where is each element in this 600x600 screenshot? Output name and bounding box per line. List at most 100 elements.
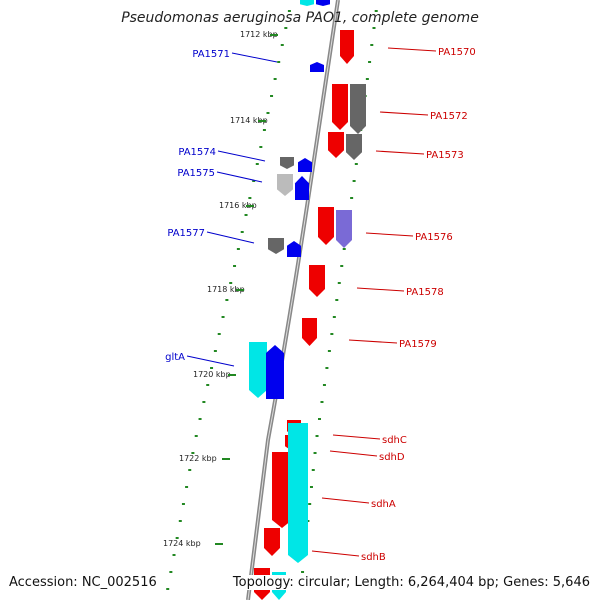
- tick-mark: [273, 78, 277, 80]
- gene-sdhb: [264, 528, 280, 556]
- tick-mark: [335, 299, 339, 301]
- tick-mark: [178, 520, 182, 522]
- tick-mark: [169, 571, 173, 573]
- gene-sdh-operon: [288, 423, 308, 563]
- gene-glta: [266, 345, 284, 399]
- gene-pa1572-red: [332, 84, 348, 130]
- tick-mark: [233, 265, 237, 267]
- genome-summary-text: Topology: circular; Length: 6,264,404 bp…: [230, 575, 592, 590]
- tick-mark: [354, 163, 358, 165]
- kbp-label: 1712 kbp: [240, 30, 278, 39]
- gene-label-sdhd: sdhD: [379, 452, 405, 463]
- tick-mark: [175, 537, 179, 539]
- gene-feature: [316, 0, 330, 6]
- tick-mark: [308, 503, 312, 505]
- kbp-label: 1724 kbp: [163, 539, 201, 548]
- kbp-tick: [270, 34, 278, 36]
- kbp-label: 1716 kbp: [219, 201, 257, 210]
- gene-label-pa1572: PA1572: [430, 111, 468, 122]
- gene-label-pa1577: PA1577: [167, 228, 205, 239]
- gene-label-leader: [321, 497, 370, 504]
- tick-mark: [370, 44, 374, 46]
- tick-mark: [185, 486, 189, 488]
- tick-mark: [332, 316, 336, 318]
- tick-mark: [325, 367, 329, 369]
- gene-label-pa1576: PA1576: [415, 232, 453, 243]
- gene-label-sdha: sdhA: [371, 499, 396, 510]
- gene-label-glta: gltA: [165, 352, 185, 363]
- gene-label-leader: [217, 150, 266, 162]
- gene-pa1577-grey: [268, 238, 284, 254]
- tick-mark: [248, 197, 252, 199]
- gene-glta-cyan: [249, 342, 267, 398]
- kbp-tick: [215, 543, 223, 545]
- gene-label-pa1575: PA1575: [177, 168, 215, 179]
- tick-mark: [372, 27, 376, 29]
- tick-mark: [255, 163, 259, 165]
- gene-pa1570: [340, 30, 354, 64]
- gene-sdha: [272, 452, 292, 528]
- tick-mark: [374, 10, 378, 12]
- gene-pa1579: [302, 318, 317, 346]
- gene-pa1574: [298, 158, 312, 172]
- gene-features: [249, 0, 366, 600]
- accession-text: Accession: NC_002516: [7, 575, 159, 590]
- tick-mark: [352, 180, 356, 182]
- tick-mark: [311, 469, 315, 471]
- kbp-tick: [236, 289, 244, 291]
- tick-mark: [262, 129, 266, 131]
- gene-label-pa1570: PA1570: [438, 47, 476, 58]
- tick-mark: [350, 197, 354, 199]
- tick-mark: [217, 333, 221, 335]
- tick-mark: [330, 333, 334, 335]
- gene-label-leader: [356, 287, 405, 292]
- gene-label-leader: [332, 434, 381, 440]
- tick-mark: [240, 231, 244, 233]
- gene-label-pa1579: PA1579: [399, 339, 437, 350]
- kbp-tick: [222, 458, 230, 460]
- gene-label-sdhc: sdhC: [382, 435, 407, 446]
- tick-mark: [252, 180, 256, 182]
- gene-pa1575-grey: [277, 174, 293, 196]
- kbp-tick: [228, 374, 236, 376]
- tick-mark: [301, 571, 305, 573]
- gene-label-leader: [365, 232, 414, 237]
- tick-mark: [225, 299, 229, 301]
- gene-label-pa1574: PA1574: [178, 147, 216, 158]
- map-title: Pseudomonas aeruginosa PAO1, complete ge…: [121, 10, 479, 26]
- gene-pa1573-red: [328, 132, 344, 158]
- tick-mark: [322, 384, 326, 386]
- tick-mark: [194, 435, 198, 437]
- tick-mark: [259, 146, 263, 148]
- gene-label-leader: [379, 111, 429, 116]
- tick-mark: [210, 367, 214, 369]
- tick-mark: [340, 265, 344, 267]
- tick-mark: [266, 112, 270, 114]
- tick-mark: [188, 469, 192, 471]
- gene-label-leader: [186, 355, 235, 367]
- tick-mark: [229, 282, 233, 284]
- gene-pa1577: [287, 241, 301, 257]
- gene-label-sdhb: sdhB: [361, 552, 386, 563]
- tick-mark: [191, 452, 195, 454]
- kbp-label: 1722 kbp: [179, 454, 217, 463]
- tick-mark: [172, 554, 176, 556]
- tick-mark: [206, 384, 210, 386]
- gene-pa1575: [295, 176, 309, 200]
- gene-pa1574-grey: [280, 157, 294, 169]
- gene-feature: [300, 0, 314, 6]
- kbp-labels: 1712 kbp 1714 kbp 1716 kbp 1718 kbp 1720 kbp…: [163, 30, 278, 548]
- gene-label-leader: [311, 550, 360, 557]
- gene-labels: PA1570 PA1571 PA1572 PA1573 PA1574 PA1575 PA15…: [165, 47, 476, 563]
- gene-label-leader: [216, 171, 263, 183]
- tick-mark: [181, 503, 185, 505]
- gene-label-leader: [206, 231, 255, 244]
- gene-label-leader: [348, 339, 398, 344]
- tick-mark: [368, 61, 372, 63]
- gene-pa1572: [350, 84, 366, 134]
- tick-mark: [166, 588, 170, 590]
- gene-label-pa1578: PA1578: [406, 287, 444, 298]
- kbp-tick: [258, 120, 266, 122]
- tick-mark: [213, 350, 217, 352]
